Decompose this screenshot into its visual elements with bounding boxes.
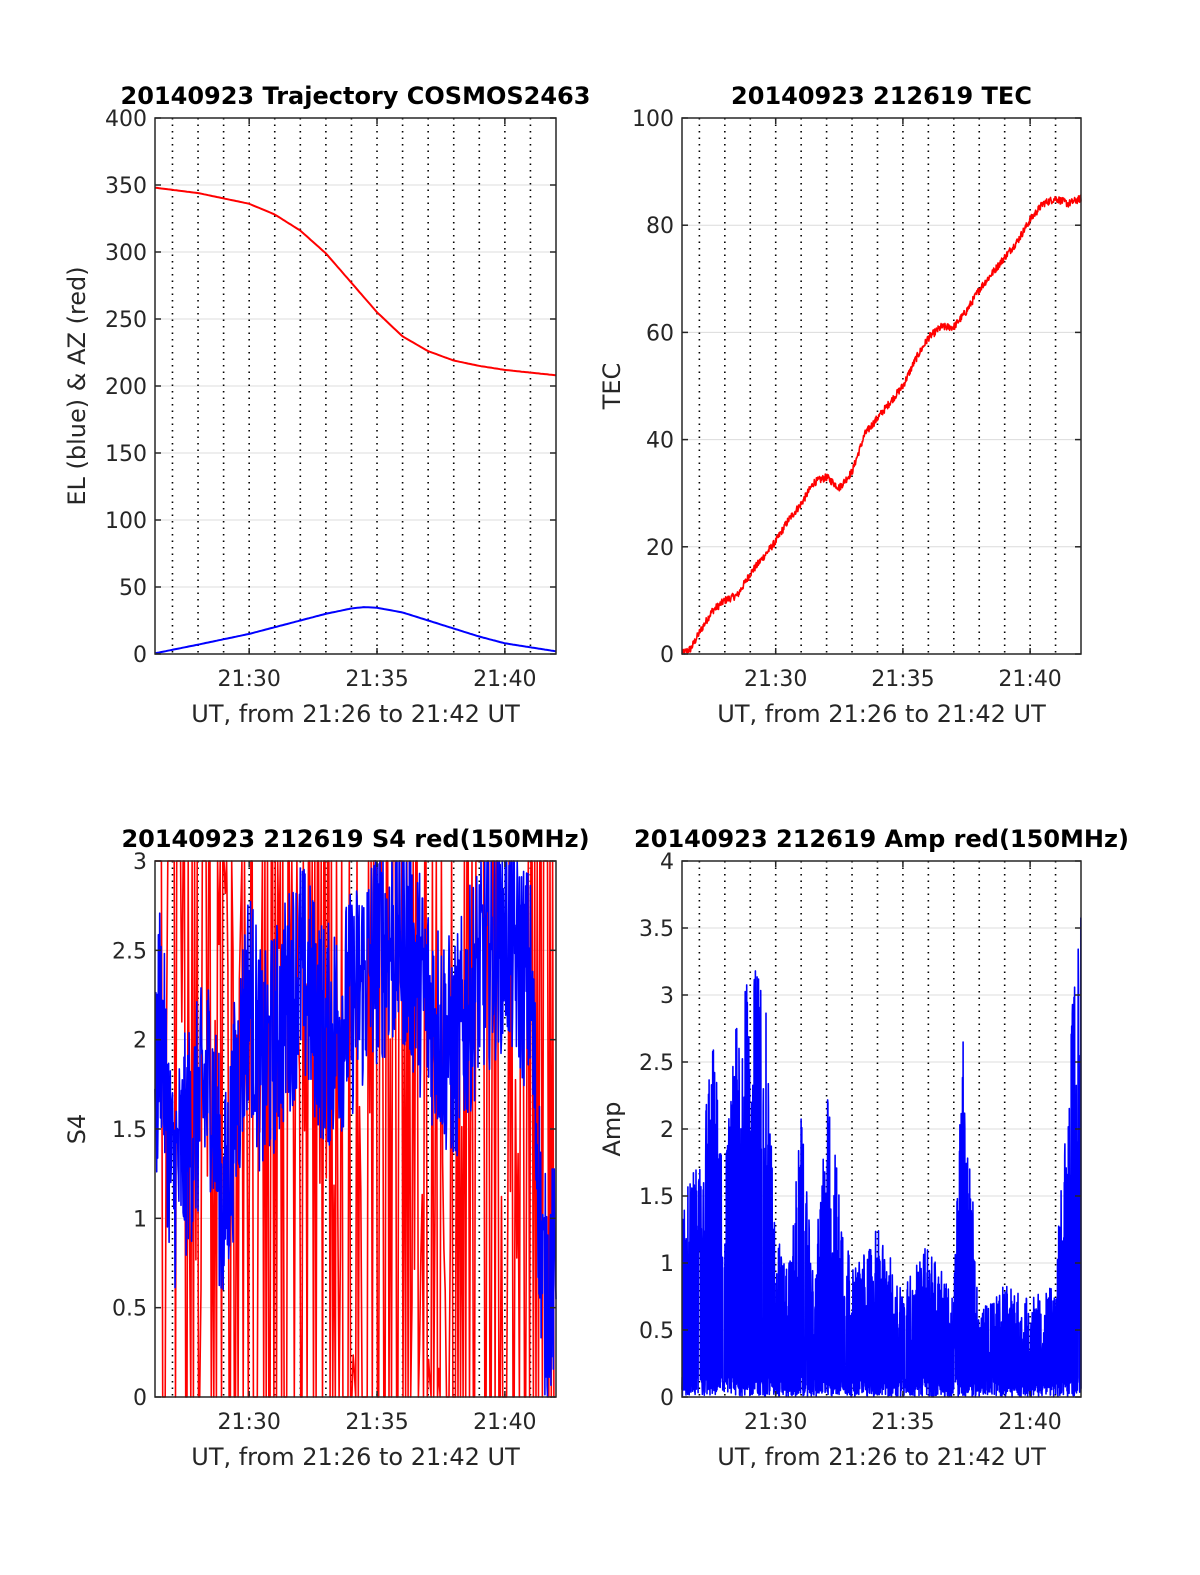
x-tick-label: 21:30: [744, 667, 807, 692]
series-line-trajectory-1: [154, 606, 556, 655]
y-tick-label: 100: [105, 509, 147, 534]
chart-title: 20140923 212619 Amp red(150MHz): [634, 825, 1129, 853]
y-tick-label: 1: [133, 1207, 147, 1232]
x-tick-label: 21:40: [473, 1410, 536, 1435]
y-tick-label: 2.5: [112, 939, 147, 964]
y-tick-label: 350: [105, 174, 147, 199]
y-tick-label: 100: [632, 107, 674, 132]
series-line-s4-1: [154, 860, 557, 1398]
x-tick-label: 21:35: [871, 1410, 934, 1435]
series-line-trajectory-0: [154, 186, 556, 377]
y-axis-label: S4: [63, 1114, 91, 1145]
y-tick-label: 1.5: [639, 1185, 674, 1210]
y-tick-label: 0: [133, 1386, 147, 1411]
x-tick-label: 21:35: [345, 1410, 408, 1435]
y-tick-label: 40: [646, 429, 674, 454]
chart-title: 20140923 212619 TEC: [731, 82, 1032, 110]
chart-s4: 0 0.5 1 1.5 2 2.5 3 21:30 21:35 21:40 20140923 212…: [63, 825, 590, 1471]
x-tick-label: 21:40: [473, 667, 536, 692]
y-tick-label: 200: [105, 375, 147, 400]
y-tick-label: 2.5: [639, 1051, 674, 1076]
chart-trajectory: 0 50 100 150 200 250 300 350 400 21:30 21:35 21:40 2…: [63, 82, 590, 728]
y-tick-label: 2: [660, 1118, 674, 1143]
y-tick-label: 3.5: [639, 917, 674, 942]
x-tick-label: 21:30: [217, 1410, 280, 1435]
x-tick-label: 21:35: [345, 667, 408, 692]
y-tick-label: 0: [133, 643, 147, 668]
y-tick-label: 4: [660, 850, 674, 875]
y-axis-label: EL (blue) & AZ (red): [63, 266, 91, 505]
x-axis-label: UT, from 21:26 to 21:42 UT: [191, 700, 520, 728]
series-line-tec-0: [681, 194, 1082, 655]
x-tick-label: 21:30: [744, 1410, 807, 1435]
y-tick-label: 3: [133, 850, 147, 875]
y-tick-label: 400: [105, 107, 147, 132]
y-tick-label: 3: [660, 984, 674, 1009]
x-axis-label: UT, from 21:26 to 21:42 UT: [717, 700, 1046, 728]
y-tick-label: 250: [105, 308, 147, 333]
y-tick-label: 0.5: [112, 1297, 147, 1322]
y-axis-label: Amp: [598, 1101, 626, 1156]
y-tick-label: 0: [660, 1386, 674, 1411]
y-tick-label: 60: [646, 321, 674, 346]
x-tick-label: 21:40: [998, 1410, 1061, 1435]
series-line-amp-0: [681, 917, 1082, 1398]
y-tick-label: 300: [105, 241, 147, 266]
y-tick-label: 2: [133, 1029, 147, 1054]
y-tick-label: 150: [105, 442, 147, 467]
axes-box: [681, 117, 1082, 655]
chart-amp: 0 0.5 1 1.5 2 2.5 3 3.5 4 21:30 21:35 21:40 20140923…: [598, 825, 1129, 1471]
chart-tec: 0 20 40 60 80 100 21:30 21:35 21:40 20140923 2126…: [598, 82, 1082, 728]
y-tick-label: 1: [660, 1252, 674, 1277]
y-axis-label: TEC: [598, 363, 626, 411]
y-tick-label: 0: [660, 643, 674, 668]
x-axis-label: UT, from 21:26 to 21:42 UT: [191, 1443, 520, 1471]
x-tick-label: 21:30: [217, 667, 280, 692]
y-tick-label: 80: [646, 214, 674, 239]
y-tick-label: 0.5: [639, 1319, 674, 1344]
x-tick-label: 21:40: [998, 667, 1061, 692]
y-tick-label: 1.5: [112, 1118, 147, 1143]
y-tick-label: 50: [119, 576, 147, 601]
x-tick-label: 21:35: [871, 667, 934, 692]
chart-title: 20140923 Trajectory COSMOS2463: [121, 82, 591, 110]
y-tick-label: 20: [646, 536, 674, 561]
x-axis-label: UT, from 21:26 to 21:42 UT: [717, 1443, 1046, 1471]
chart-title: 20140923 212619 S4 red(150MHz): [121, 825, 589, 853]
